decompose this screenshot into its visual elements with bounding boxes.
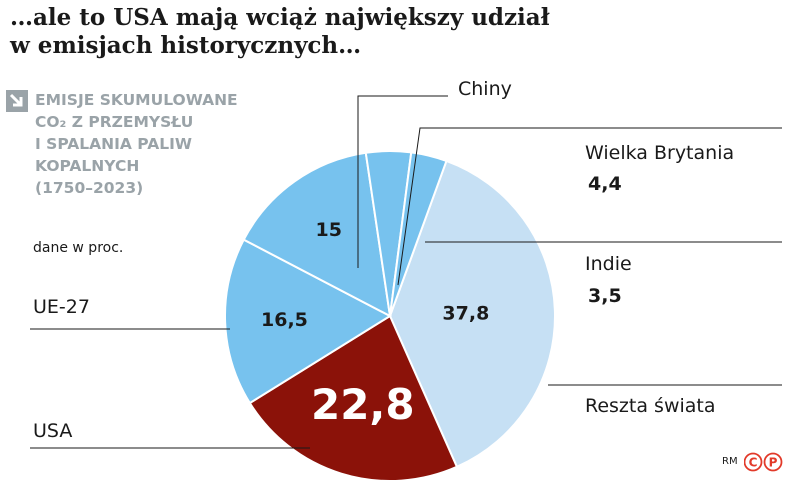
credit: RM — [722, 456, 738, 467]
label-india: Indie — [585, 253, 632, 275]
subtitle-line-5: (1750–2023) — [35, 179, 144, 197]
label-uk: Wielka Brytania — [585, 142, 735, 164]
slice-value-china: 15 — [316, 219, 342, 241]
title-line-2: w emisjach historycznych… — [10, 32, 362, 59]
slice-value-usa: 22,8 — [311, 380, 415, 429]
leader-line-uk — [397, 127, 782, 286]
svg-text:P: P — [769, 456, 778, 470]
subtitle-line-4: KOPALNYCH — [35, 157, 140, 175]
pie-slice-eu — [224, 238, 393, 405]
subtitle-line-1: EMISJE SKUMULOWANE — [35, 91, 238, 109]
pie-slice-china — [242, 151, 392, 318]
arrow-down-right-icon — [6, 90, 28, 112]
chart-subtitle: EMISJE SKUMULOWANE CO₂ Z PRZEMYSŁU I SPA… — [35, 89, 325, 199]
label-eu: UE-27 — [33, 296, 90, 318]
leader-line-china — [357, 95, 448, 268]
pie-slice-usa — [248, 314, 459, 482]
pie-slice-india — [389, 151, 448, 317]
chart-title: …ale to USA mają wciąż największy udział… — [10, 4, 710, 60]
publisher-logo: C P — [744, 452, 783, 472]
svg-text:C: C — [749, 456, 758, 470]
value-uk: 4,4 — [588, 173, 622, 195]
pie-slice-rest — [388, 159, 556, 469]
slice-value-eu: 16,5 — [261, 309, 308, 331]
label-china: Chiny — [458, 78, 512, 100]
unit-label: dane w proc. — [33, 240, 124, 256]
subtitle-line-3: I SPALANIA PALIW — [35, 135, 192, 153]
subtitle-line-2: CO₂ Z PRZEMYSŁU — [35, 113, 194, 131]
label-rest: Reszta świata — [585, 395, 716, 417]
value-india: 3,5 — [588, 285, 622, 307]
label-usa: USA — [33, 420, 73, 442]
title-line-1: …ale to USA mają wciąż największy udział — [10, 4, 550, 31]
slice-value-rest: 37,8 — [442, 302, 489, 324]
